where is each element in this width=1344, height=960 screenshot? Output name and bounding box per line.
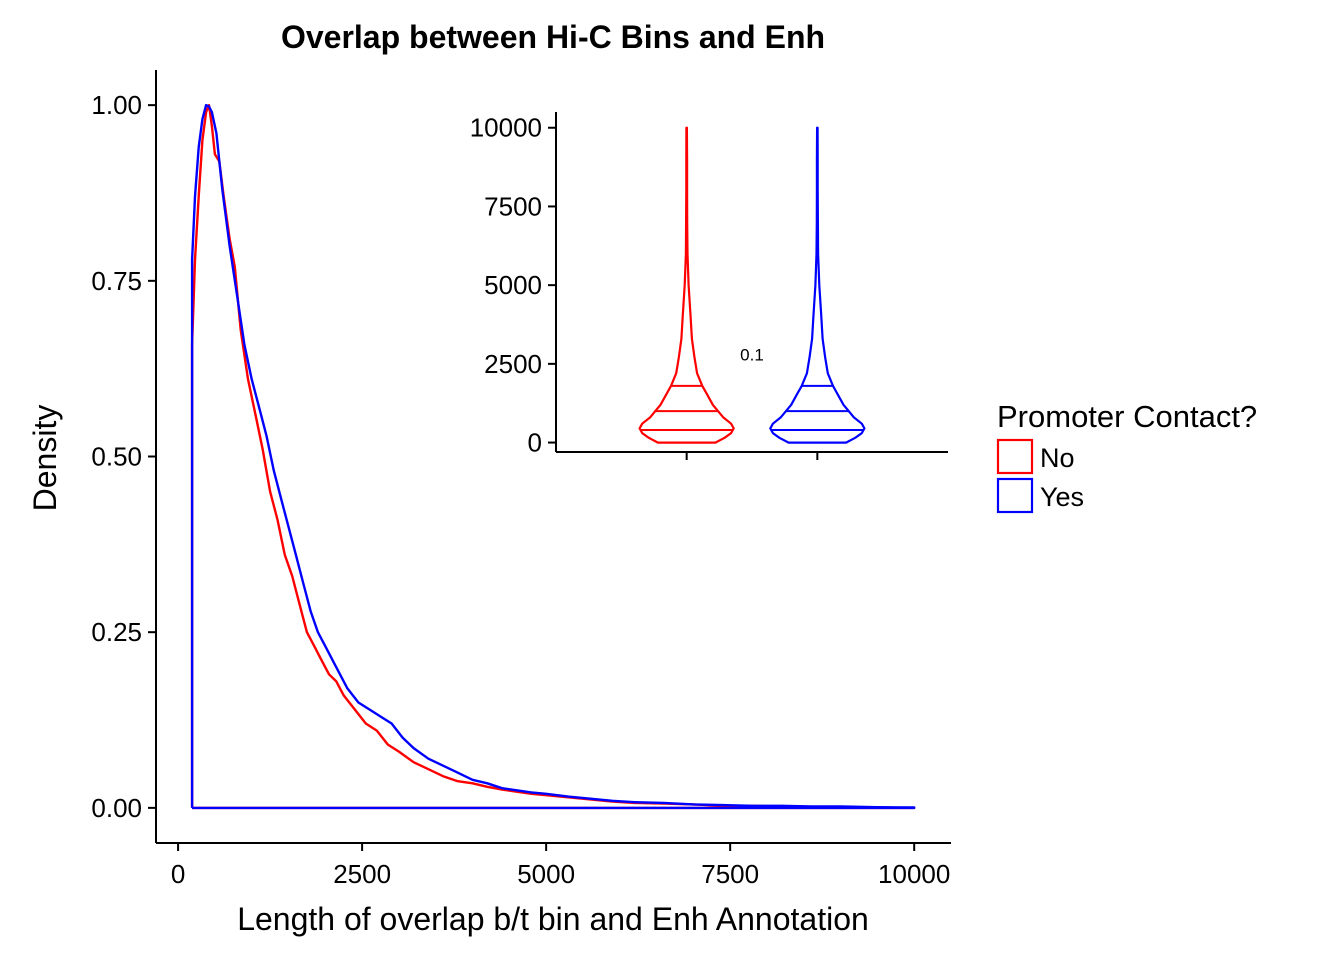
legend-label-yes: Yes [1040,482,1084,512]
x-tick-label: 7500 [701,859,759,889]
legend: Promoter Contact? No Yes [996,399,1257,514]
chart-title: Overlap between Hi-C Bins and Enh [281,19,825,55]
x-tick-label: 5000 [517,859,575,889]
x-tick-label: 2500 [333,859,391,889]
inset-y-tick-label: 7500 [484,191,542,221]
inset-y-tick-label: 0 [528,428,542,458]
x-axis-label: Length of overlap b/t bin and Enh Annota… [237,901,869,937]
y-tick-label: 0.75 [91,266,142,296]
legend-key-yes [996,477,1034,514]
legend-title: Promoter Contact? [997,399,1257,434]
inset-y-tick-label: 5000 [484,270,542,300]
y-axis-label: Density [27,405,63,512]
legend-label-no: No [1040,443,1075,473]
violin-yes [769,126,866,444]
inset-y-tick-label: 10000 [470,113,542,143]
density-curve-no [190,103,916,810]
y-tick-label: 0.50 [91,442,142,472]
y-tick-label: 0.25 [91,617,142,647]
y-tick-label: 0.00 [91,793,142,823]
inset-y-tick-label: 2500 [484,349,542,379]
violin-inset: 0 2500 5000 7500 10000 0.1 [470,112,948,460]
violin-no [638,126,735,444]
x-tick-label: 10000 [878,859,950,889]
density-plot: 0 2500 5000 7500 10000 0.00 0.25 0.50 0.75 1.00 [91,70,951,889]
y-tick-label: 1.00 [91,90,142,120]
density-curve-yes [190,103,916,810]
inset-annotation: 0.1 [740,345,764,364]
x-tick-label: 0 [171,859,185,889]
legend-key-no [996,438,1034,475]
